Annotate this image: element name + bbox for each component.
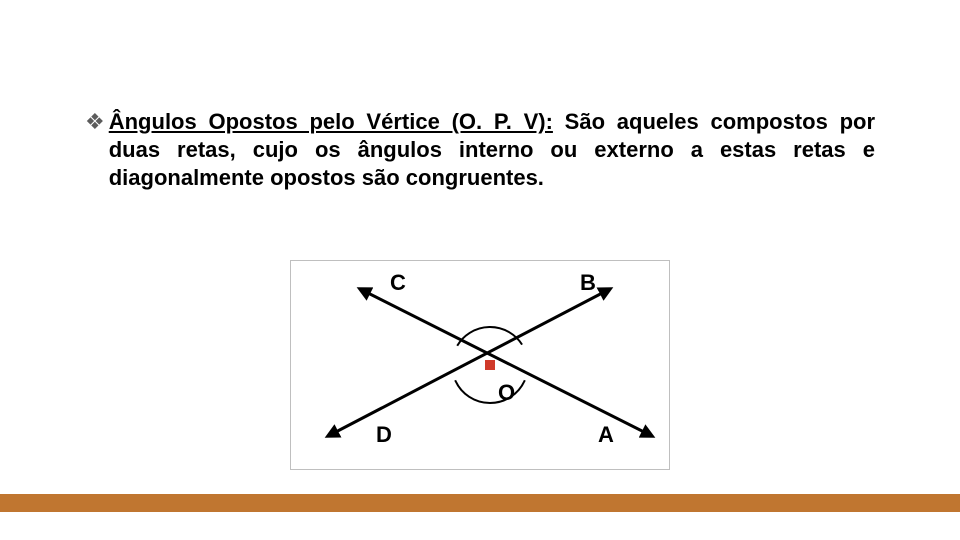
svg-text:C: C [390, 270, 406, 295]
definition-title: Ângulos Opostos pelo Vértice (O. P. V): [109, 109, 553, 134]
svg-text:O: O [498, 380, 515, 405]
bullet-paragraph: ❖ Ângulos Opostos pelo Vértice (O. P. V)… [85, 108, 875, 192]
slide: ❖ Ângulos Opostos pelo Vértice (O. P. V)… [0, 0, 960, 540]
footer-bar [0, 494, 960, 512]
opv-diagram: A B C D O [290, 260, 670, 470]
diamond-bullet-icon: ❖ [85, 108, 105, 136]
svg-text:B: B [580, 270, 596, 295]
diagram-svg: A B C D O [290, 260, 670, 470]
footer-gap [0, 512, 960, 516]
paragraph-text: Ângulos Opostos pelo Vértice (O. P. V): … [109, 108, 875, 192]
content-block: ❖ Ângulos Opostos pelo Vértice (O. P. V)… [85, 108, 875, 192]
svg-text:D: D [376, 422, 392, 447]
svg-text:A: A [598, 422, 614, 447]
